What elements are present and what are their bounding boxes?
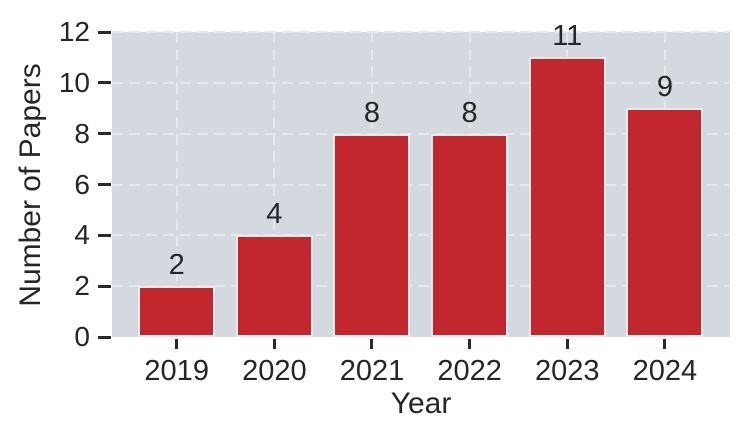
h-gridline-2	[112, 285, 730, 288]
bar-2020	[235, 235, 313, 337]
bar-value-label-2021: 8	[363, 96, 381, 129]
y-tick-mark-12	[98, 30, 111, 34]
y-tick-label-12: 12	[58, 16, 90, 47]
y-tick-label-4: 4	[74, 219, 90, 251]
bar-value-label-2022: 8	[461, 96, 478, 129]
bar-value-label-2024: 9	[656, 71, 673, 104]
x-tick-label-2022: 2022	[437, 355, 502, 387]
h-gridline-4	[112, 234, 730, 237]
x-tick-mark-2024	[663, 339, 667, 349]
h-gridline-6	[112, 183, 730, 186]
y-tick-label-2: 2	[74, 270, 90, 302]
x-tick-label-2023: 2023	[534, 355, 600, 387]
bar-2022	[431, 133, 509, 337]
x-tick-label-2019: 2019	[144, 355, 209, 387]
x-tick-mark-2023	[565, 339, 569, 349]
bar-value-label-2019: 2	[168, 249, 185, 282]
x-tick-label-2020: 2020	[242, 355, 307, 387]
bar-value-label-2023: 11	[552, 20, 583, 53]
y-tick-mark-6	[98, 183, 111, 186]
plot-area: 2 4 8 8 11 9	[112, 22, 730, 337]
bar-2019	[138, 286, 216, 337]
bar-2021	[333, 133, 411, 337]
y-tick-mark-0	[98, 335, 111, 339]
x-tick-mark-2020	[272, 339, 276, 349]
y-tick-label-0: 0	[74, 321, 90, 352]
bar-value-label-2020: 4	[266, 198, 283, 231]
x-tick-label-2024: 2024	[632, 355, 698, 387]
h-gridline-12	[112, 31, 730, 33]
x-tick-mark-2022	[468, 339, 472, 349]
y-tick-label-10: 10	[58, 66, 90, 98]
x-tick-mark-2019	[175, 339, 179, 349]
h-gridline-8	[112, 132, 730, 135]
y-tick-mark-4	[98, 233, 111, 237]
x-axis-label: Year	[390, 387, 452, 420]
v-gridline-2019	[175, 32, 178, 337]
y-tick-mark-8	[98, 132, 111, 136]
x-tick-label-2021: 2021	[339, 355, 405, 387]
y-tick-mark-2	[98, 284, 111, 288]
y-tick-label-8: 8	[74, 117, 90, 149]
x-tick-mark-2021	[370, 339, 374, 349]
v-gridline-2020	[273, 32, 276, 337]
bar-2023	[528, 57, 606, 337]
y-tick-label-6: 6	[74, 168, 90, 200]
h-gridline-10	[112, 81, 730, 84]
bar-2024	[626, 108, 704, 337]
y-tick-mark-10	[98, 81, 111, 85]
